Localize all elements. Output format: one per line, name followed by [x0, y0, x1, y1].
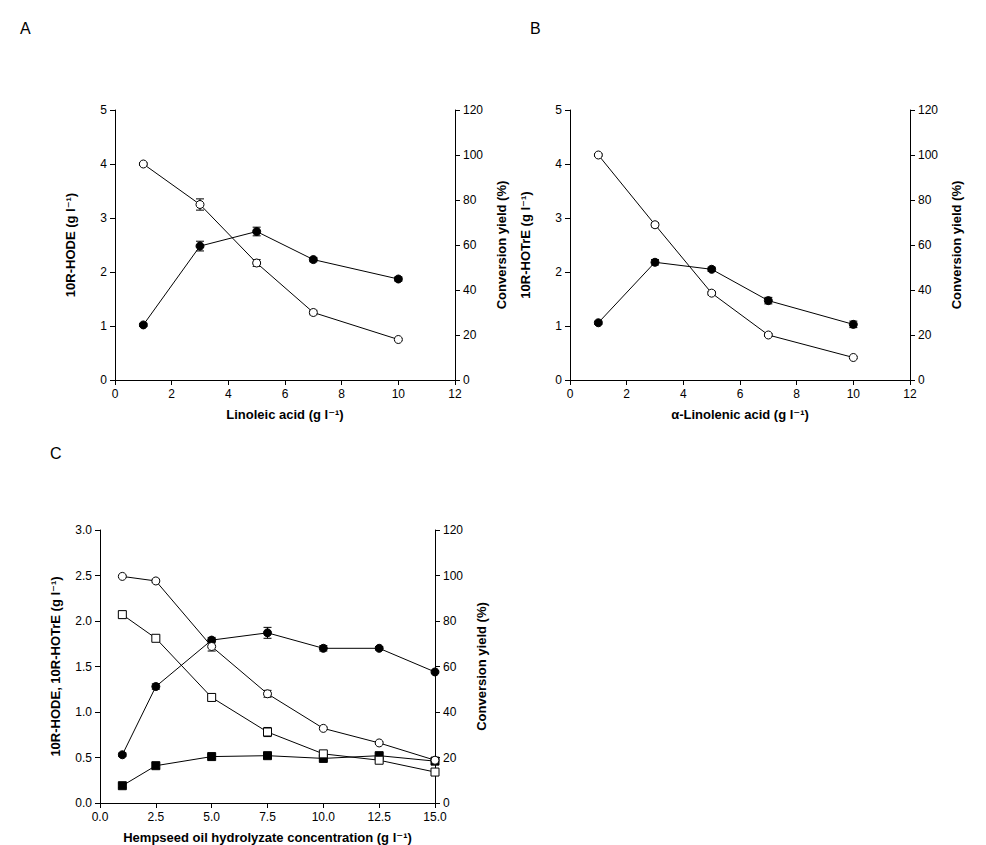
svg-text:120: 120: [443, 523, 463, 537]
svg-text:3: 3: [555, 211, 562, 225]
svg-text:120: 120: [918, 103, 938, 117]
svg-text:20: 20: [918, 328, 932, 342]
svg-text:3: 3: [100, 211, 107, 225]
svg-text:0: 0: [567, 387, 574, 401]
svg-text:2: 2: [623, 387, 630, 401]
svg-text:0: 0: [100, 373, 107, 387]
svg-text:10R-HODE, 10R-HOTrE (g l⁻¹): 10R-HODE, 10R-HOTrE (g l⁻¹): [48, 576, 63, 756]
svg-text:C: C: [50, 445, 62, 462]
svg-text:100: 100: [463, 148, 483, 162]
svg-text:12.5: 12.5: [367, 810, 391, 824]
svg-text:8: 8: [338, 387, 345, 401]
svg-text:12: 12: [448, 387, 462, 401]
svg-text:A: A: [20, 20, 31, 37]
svg-text:2.0: 2.0: [75, 614, 92, 628]
svg-text:5.0: 5.0: [203, 810, 220, 824]
svg-text:2: 2: [555, 265, 562, 279]
svg-text:2: 2: [100, 265, 107, 279]
svg-text:5: 5: [100, 103, 107, 117]
svg-text:B: B: [530, 20, 541, 37]
svg-text:10R-HOTrE (g l⁻¹): 10R-HOTrE (g l⁻¹): [518, 191, 533, 298]
svg-text:6: 6: [282, 387, 289, 401]
svg-text:Conversion yield (%): Conversion yield (%): [474, 602, 489, 731]
svg-text:0.5: 0.5: [75, 751, 92, 765]
svg-text:1: 1: [555, 319, 562, 333]
svg-text:0: 0: [112, 387, 119, 401]
svg-text:80: 80: [918, 193, 932, 207]
svg-text:80: 80: [463, 193, 477, 207]
svg-text:100: 100: [443, 569, 463, 583]
svg-text:5: 5: [555, 103, 562, 117]
svg-text:Linoleic acid (g l⁻¹): Linoleic acid (g l⁻¹): [226, 407, 343, 422]
svg-text:6: 6: [737, 387, 744, 401]
svg-text:100: 100: [918, 148, 938, 162]
svg-text:12: 12: [903, 387, 917, 401]
svg-text:1.5: 1.5: [75, 660, 92, 674]
svg-text:0.0: 0.0: [75, 796, 92, 810]
svg-text:Hempseed oil hydrolyzate conce: Hempseed oil hydrolyzate concentration (…: [123, 830, 412, 845]
svg-text:40: 40: [463, 283, 477, 297]
svg-text:7.5: 7.5: [259, 810, 276, 824]
svg-text:4: 4: [555, 157, 562, 171]
svg-text:2.5: 2.5: [147, 810, 164, 824]
svg-text:10: 10: [392, 387, 406, 401]
svg-text:60: 60: [918, 238, 932, 252]
svg-text:3.0: 3.0: [75, 523, 92, 537]
svg-text:8: 8: [793, 387, 800, 401]
svg-text:0: 0: [918, 373, 925, 387]
svg-text:120: 120: [463, 103, 483, 117]
svg-text:4: 4: [100, 157, 107, 171]
svg-text:4: 4: [225, 387, 232, 401]
svg-text:0.0: 0.0: [92, 810, 109, 824]
svg-text:Conversion yield (%): Conversion yield (%): [494, 181, 509, 310]
svg-text:15.0: 15.0: [423, 810, 447, 824]
svg-text:20: 20: [463, 328, 477, 342]
svg-text:60: 60: [463, 238, 477, 252]
svg-text:40: 40: [443, 705, 457, 719]
svg-text:α-Linolenic acid (g l⁻¹): α-Linolenic acid (g l⁻¹): [671, 407, 809, 422]
svg-text:0: 0: [555, 373, 562, 387]
svg-text:20: 20: [443, 751, 457, 765]
svg-text:4: 4: [680, 387, 687, 401]
svg-text:2.5: 2.5: [75, 569, 92, 583]
svg-text:1.0: 1.0: [75, 705, 92, 719]
svg-text:0: 0: [443, 796, 450, 810]
svg-text:Conversion yield (%): Conversion yield (%): [949, 181, 964, 310]
svg-text:40: 40: [918, 283, 932, 297]
svg-text:10: 10: [847, 387, 861, 401]
svg-text:2: 2: [168, 387, 175, 401]
svg-text:60: 60: [443, 660, 457, 674]
svg-text:0: 0: [463, 373, 470, 387]
svg-text:10.0: 10.0: [312, 810, 336, 824]
svg-text:1: 1: [100, 319, 107, 333]
svg-text:80: 80: [443, 614, 457, 628]
svg-text:10R-HODE (g l⁻¹): 10R-HODE (g l⁻¹): [63, 193, 78, 297]
